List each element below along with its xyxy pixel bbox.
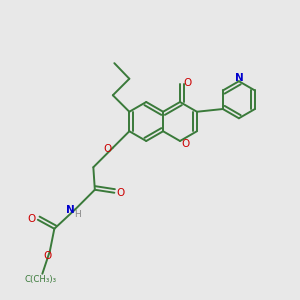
Text: N: N [66,205,74,215]
Text: O: O [183,77,192,88]
Text: H: H [74,210,81,219]
Text: O: O [43,251,52,261]
Text: O: O [182,139,190,149]
Text: O: O [103,144,112,154]
Text: N: N [235,73,243,82]
Text: C(CH₃)₃: C(CH₃)₃ [25,275,57,284]
Text: O: O [27,214,35,224]
Text: O: O [117,188,125,198]
